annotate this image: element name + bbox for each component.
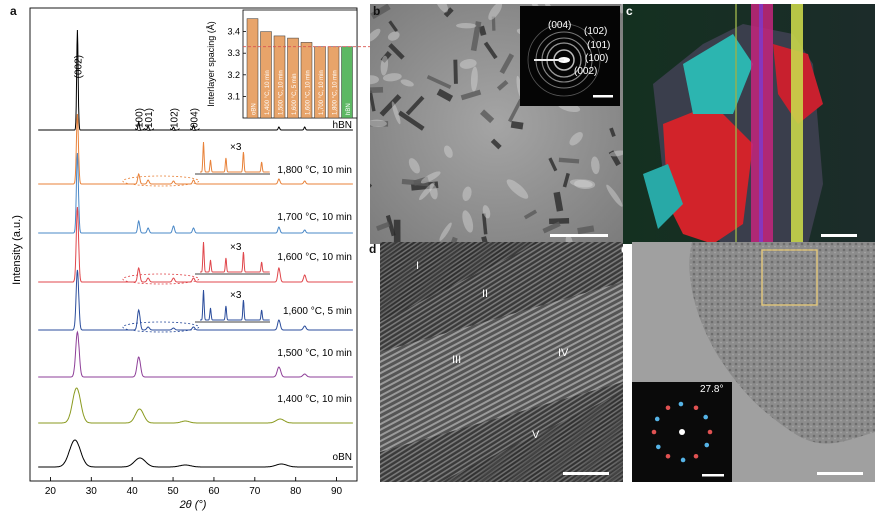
zoom-trace [200, 289, 270, 321]
orientation-map-c [623, 4, 875, 244]
fft-spot [665, 453, 671, 459]
inset-y-label: Interlayer spacing (Å) [206, 21, 216, 107]
peak-label: (100) [135, 108, 146, 131]
peak-label: (102) [169, 108, 180, 131]
series-label: 1,600 °C, 10 min [277, 252, 352, 263]
region-label-1: I [416, 260, 420, 272]
fft-spot [703, 414, 708, 420]
inset-y-tick-label: 3.1 [227, 91, 240, 101]
peak-label: (002) [73, 55, 84, 78]
panel-label-c: c [626, 4, 633, 18]
inset-bar-label: 1,500 °C, 10 min [279, 70, 285, 115]
series-label: oBN [333, 452, 352, 463]
xrd-trace [38, 439, 353, 468]
panel-label-e: e [621, 242, 628, 256]
series-label: 1,500 °C, 10 min [277, 348, 352, 359]
zoom-trace [200, 141, 270, 173]
inset-bar-label: hBN [346, 103, 352, 115]
inset-y-tick-label: 3.4 [227, 27, 240, 37]
inset-bar [246, 18, 259, 119]
magnification-label: ×3 [230, 242, 242, 253]
inset-bar [287, 37, 299, 119]
zoom-trace [200, 241, 270, 273]
zoom-region [122, 321, 200, 333]
x-tick-label: 20 [45, 486, 57, 497]
fft-spot [678, 401, 684, 407]
zoom-region [122, 273, 200, 285]
inset-bar-label: 1,800 °C, 10 min [333, 70, 339, 115]
xrd-trace [38, 330, 353, 378]
inset-bar [300, 42, 313, 119]
inset-bar [341, 46, 353, 119]
xrd-chart: Intensity (a.u.) 2θ (°) 20 30 40 50 60 70 80 90… [11, 7, 370, 511]
panel-label-d: d [369, 242, 377, 256]
peak-label: (101) [144, 108, 155, 131]
inset-bar-label: oBN [252, 103, 258, 115]
series-label: 1,800 °C, 10 min [277, 165, 352, 176]
tem-image-b: (004) (102) (101) (100) (002) [370, 4, 623, 244]
magnification-label: ×3 [230, 290, 242, 301]
magnification-label: ×3 [230, 142, 242, 153]
ring-label-101: (101) [587, 40, 611, 51]
ring-label-102: (102) [584, 26, 608, 37]
xrd-trace [38, 152, 353, 234]
x-tick-label: 60 [208, 486, 220, 497]
region-label-5: V [532, 429, 540, 441]
inset-bar-label: 1,600 °C, 10 min [306, 70, 312, 115]
panel-label-a: a [10, 4, 17, 18]
hrtem-image-d: I II III IV V [380, 242, 623, 482]
x-tick-label: 50 [168, 486, 180, 497]
inset-y-tick-label: 3.2 [227, 70, 240, 80]
fft-spot [656, 444, 661, 450]
x-tick-label: 30 [86, 486, 98, 497]
fft-spot [680, 457, 686, 463]
inset-bar-label: 1,600 °C, 5 min [292, 74, 298, 115]
region-label-4: IV [558, 347, 569, 359]
xrd-trace [38, 29, 353, 131]
x-tick-label: 40 [127, 486, 139, 497]
inset-bar [260, 31, 272, 119]
inset-bar-label: 1,700 °C, 10 min [319, 70, 325, 115]
fft-angle-label: 27.8° [700, 384, 724, 395]
fft-spot [693, 453, 699, 459]
saed-inset: (004) (102) (101) (100) (002) [520, 6, 620, 106]
x-tick-label: 70 [249, 486, 261, 497]
ring-label-004: (004) [548, 20, 572, 31]
xrd-trace [38, 387, 353, 424]
scale-bar [550, 234, 608, 237]
x-tick-label: 80 [290, 486, 302, 497]
inset-bar-label: 1,400 °C, 10 min [265, 70, 271, 115]
series-label: 1,400 °C, 10 min [277, 394, 352, 405]
x-axis-label: 2θ (°) [179, 499, 207, 511]
fft-spot [704, 442, 710, 448]
zoom-region [122, 175, 200, 187]
series-label: hBN [333, 120, 352, 131]
fft-spot [707, 429, 713, 435]
region-label-2: II [482, 288, 489, 300]
series-label: 1,600 °C, 5 min [283, 306, 352, 317]
y-axis-label: Intensity (a.u.) [11, 215, 23, 285]
plot-frame [29, 7, 358, 482]
panel-label-b: b [373, 4, 381, 18]
fft-inset: 27.8° [632, 382, 732, 482]
inset-frame [242, 9, 358, 119]
inset-y-tick-label: 3.3 [227, 48, 240, 58]
fft-spot [693, 405, 699, 411]
ring-label-002: (002) [574, 66, 598, 77]
peak-label: (004) [190, 108, 201, 131]
hrtem-image-e: 27.8° [632, 242, 875, 482]
fft-spot [651, 429, 657, 435]
series-label: 1,700 °C, 10 min [277, 212, 352, 223]
inset-bar [273, 35, 286, 119]
fft-spot [654, 416, 660, 422]
region-label-3: III [452, 354, 462, 366]
x-tick-label: 90 [331, 486, 343, 497]
xrd-trace [38, 113, 353, 185]
fft-spot [665, 405, 671, 411]
ring-label-100: (100) [585, 53, 609, 64]
